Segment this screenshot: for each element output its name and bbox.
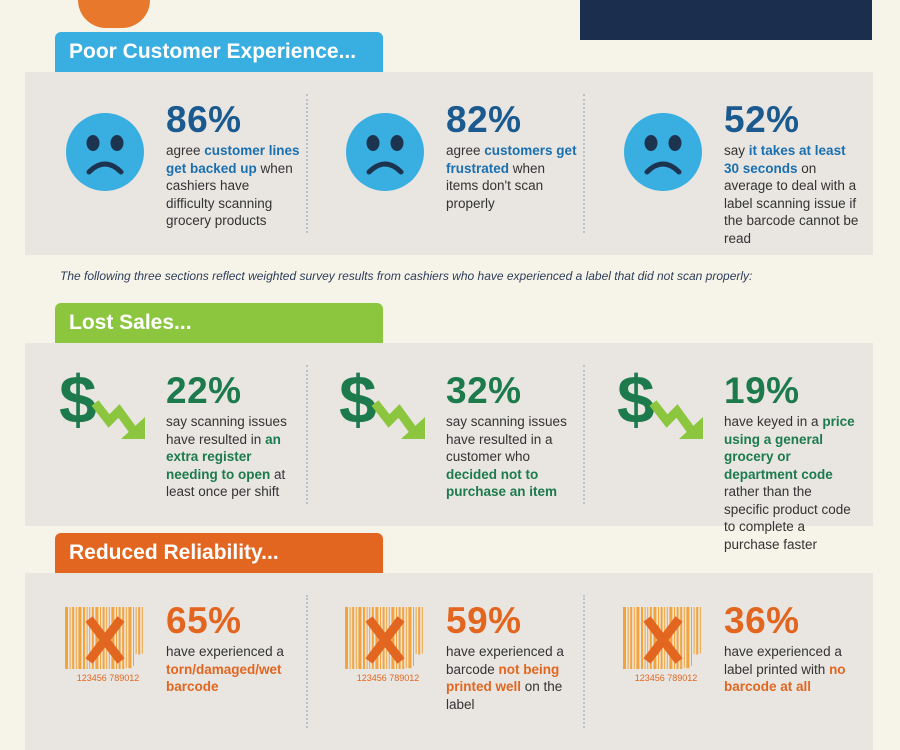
divider (306, 365, 308, 504)
divider (583, 94, 585, 233)
x-mark (643, 616, 683, 664)
sad-face-icon (624, 113, 702, 191)
stat-description: agree customer lines get backed up when … (166, 142, 301, 230)
highlight-text: price using a general grocery or departm… (724, 414, 855, 482)
stat-percentage: 82% (446, 99, 522, 140)
stat-text: 32% say scanning issues have resulted in… (446, 371, 581, 501)
body-text: have experienced a (166, 644, 284, 659)
stat-percentage: 32% (446, 370, 522, 411)
divider (583, 365, 585, 504)
panel-customer-experience: 86% agree customer lines get backed up w… (25, 72, 873, 255)
stat-text: 19% have keyed in a price using a genera… (724, 371, 859, 553)
stat-description: have keyed in a price using a general gr… (724, 413, 859, 553)
stat-description: say it takes at least 30 seconds on aver… (724, 142, 859, 247)
stat-description: say scanning issues have resulted in an … (166, 413, 301, 501)
section-title-reduced-reliability: Reduced Reliability... (55, 533, 383, 573)
stat-card: 123456 789012 36% have experienced a lab… (583, 573, 861, 750)
body-text: have keyed in a (724, 414, 823, 429)
stat-text: 65% have experienced a torn/damaged/wet … (166, 601, 301, 696)
divider (306, 94, 308, 233)
stat-percentage: 22% (166, 370, 242, 411)
stat-card: $ 19% have keyed in a price using a gene… (583, 343, 861, 552)
stat-card: 82% agree customers get frustrated when … (305, 72, 583, 255)
barcode-digits: 123456 789012 (77, 673, 140, 683)
broken-barcode-icon: 123456 789012 (345, 607, 423, 683)
body-text: say scanning issues have resulted in a c… (446, 414, 567, 464)
x-mark (365, 616, 405, 664)
dollar-down-icon: $ (617, 363, 703, 439)
stat-description: have experienced a barcode not being pri… (446, 643, 581, 713)
stat-percentage: 19% (724, 370, 800, 411)
body-text: agree (446, 143, 485, 158)
divider (306, 595, 308, 728)
stat-text: 86% agree customer lines get backed up w… (166, 100, 301, 230)
dollar-down-icon: $ (339, 363, 425, 439)
stat-card: 52% say it takes at least 30 seconds on … (583, 72, 861, 255)
highlight-text: an extra register needing to open (166, 431, 281, 482)
panel-lost-sales: $ 22% say scanning issues have resulted … (25, 343, 873, 552)
survey-note: The following three sections reflect wei… (60, 269, 753, 283)
body-text: say scanning issues have resulted in (166, 414, 287, 447)
svg-text:$: $ (59, 363, 97, 438)
stat-card: $ 22% say scanning issues have resulted … (25, 343, 303, 526)
body-text: have experienced a barcode (446, 644, 564, 677)
section-title-customer-experience: Poor Customer Experience... (55, 32, 383, 72)
barcode-digits: 123456 789012 (357, 673, 420, 683)
stat-card: 123456 789012 65% have experienced a tor… (25, 573, 303, 750)
stat-text: 22% say scanning issues have resulted in… (166, 371, 301, 501)
broken-barcode-icon: 123456 789012 (65, 607, 143, 683)
top-banner (580, 0, 872, 40)
highlight-text: customer lines get backed up (166, 143, 300, 176)
stat-text: 59% have experienced a barcode not being… (446, 601, 581, 713)
stat-percentage: 36% (724, 600, 800, 641)
sad-face-icon (66, 113, 144, 191)
stat-percentage: 59% (446, 600, 522, 641)
body-text: agree (166, 143, 205, 158)
x-mark (85, 616, 125, 664)
top-figure-illustration (78, 0, 150, 28)
stat-card: 123456 789012 59% have experienced a bar… (305, 573, 583, 750)
highlight-text: decided not to purchase an item (446, 466, 558, 500)
highlight-text: it takes at least 30 seconds (724, 143, 846, 176)
dollar-down-icon: $ (59, 363, 145, 439)
svg-text:$: $ (339, 363, 377, 438)
stat-description: have experienced a label printed with no… (724, 643, 859, 696)
stat-description: say scanning issues have resulted in a c… (446, 413, 581, 501)
body-text: when items don't scan properly (446, 160, 546, 211)
panel-reduced-reliability: 123456 789012 65% have experienced a tor… (25, 573, 873, 750)
stat-text: 52% say it takes at least 30 seconds on … (724, 100, 859, 247)
svg-text:$: $ (617, 363, 655, 438)
highlight-text: not being printed well (446, 661, 560, 695)
body-text: on the label (446, 679, 563, 712)
stat-description: have experienced a torn/damaged/wet barc… (166, 643, 301, 696)
body-text: on average to deal with a label scanning… (724, 160, 859, 246)
divider (583, 595, 585, 728)
body-text: have experienced a label printed with (724, 644, 842, 677)
section-title-lost-sales: Lost Sales... (55, 303, 383, 343)
barcode-digits: 123456 789012 (635, 673, 698, 683)
stat-text: 36% have experienced a label printed wit… (724, 601, 859, 696)
stat-percentage: 52% (724, 99, 800, 140)
body-text: at least once per shift (166, 466, 286, 500)
highlight-text: customers get frustrated (446, 143, 577, 176)
stat-percentage: 86% (166, 99, 242, 140)
body-text: rather than the specific product code to… (724, 484, 851, 552)
body-text: say (724, 143, 749, 158)
stat-text: 82% agree customers get frustrated when … (446, 100, 581, 212)
stat-percentage: 65% (166, 600, 242, 641)
highlight-text: no barcode at all (724, 661, 846, 695)
stat-description: agree customers get frustrated when item… (446, 142, 581, 212)
sad-face-icon (346, 113, 424, 191)
broken-barcode-icon: 123456 789012 (623, 607, 701, 683)
body-text: when cashiers have difficulty scanning g… (166, 160, 293, 229)
stat-card: 86% agree customer lines get backed up w… (25, 72, 303, 255)
stat-card: $ 32% say scanning issues have resulted … (305, 343, 583, 526)
highlight-text: torn/damaged/wet barcode (166, 661, 282, 695)
